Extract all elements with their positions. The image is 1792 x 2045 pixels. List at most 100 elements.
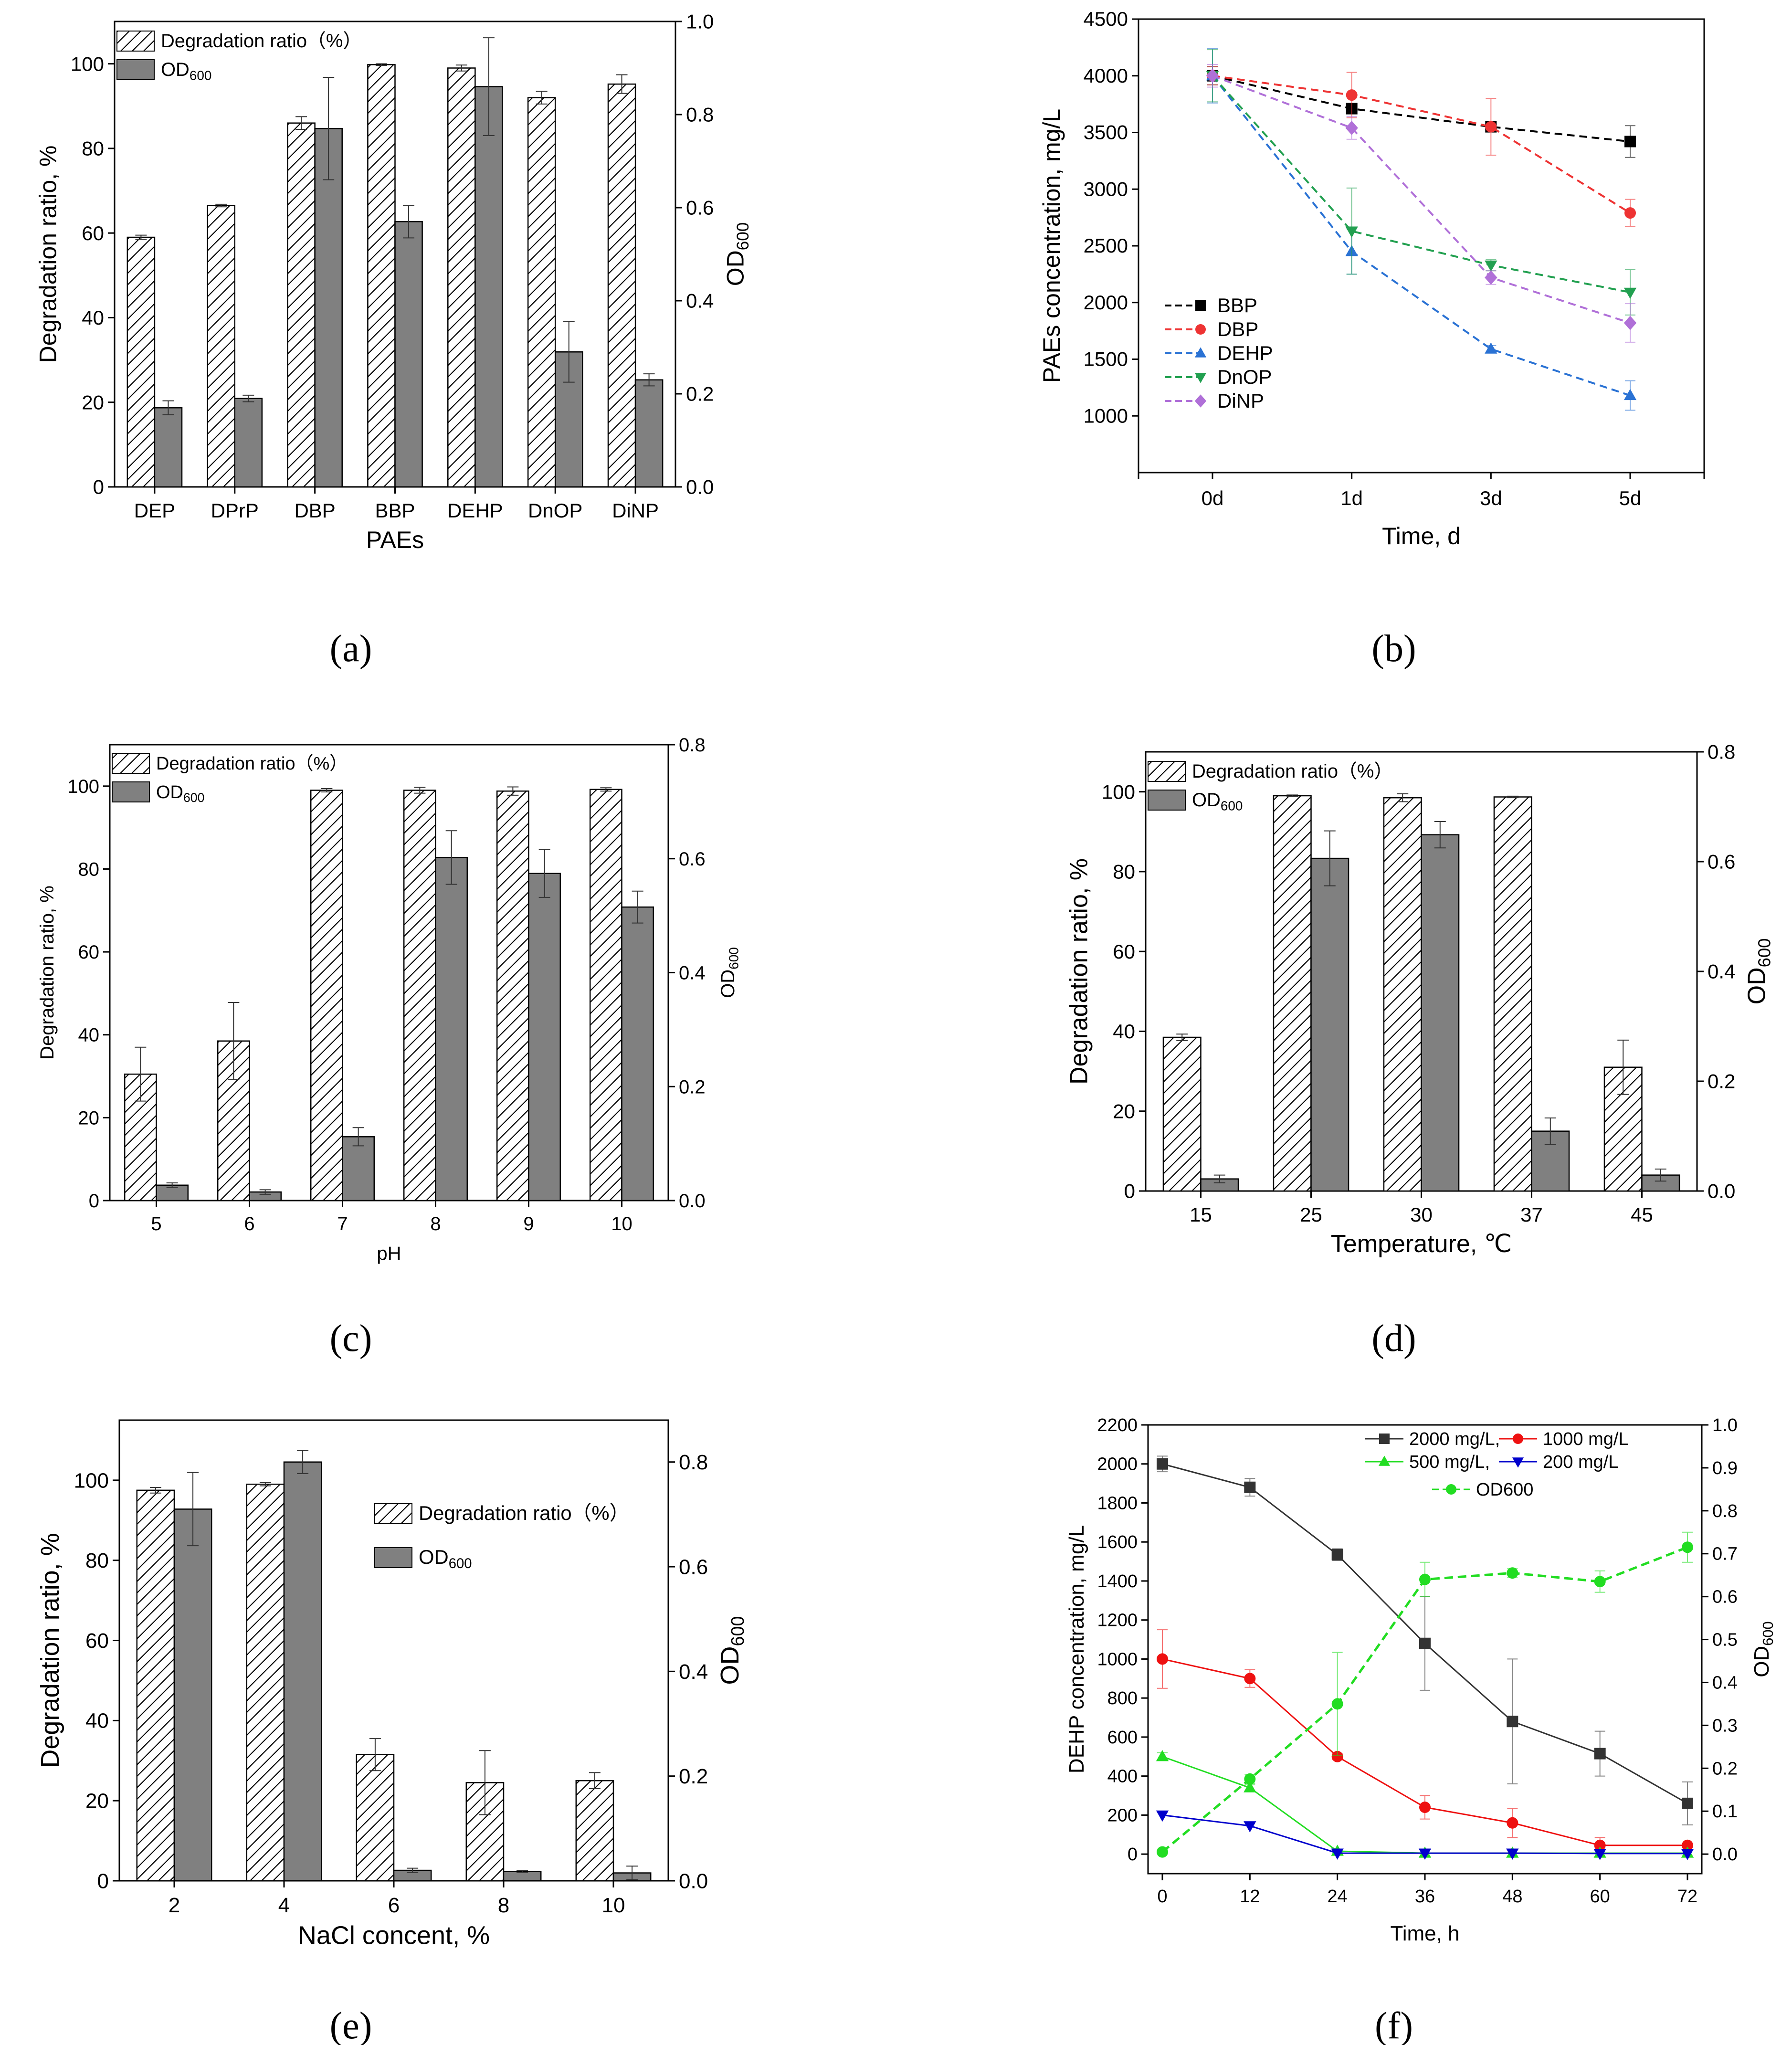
y-tick-label: 0 [89,1191,99,1212]
panel-c: 0 20 40 60 80 100 0.0 0.2 0.4 0.6 0.8 5 6 7 8 9 10 pH Degr… [37,735,741,1264]
legend-label-od600: OD600 [161,59,211,83]
error-bar [1176,1033,1188,1041]
data-point [1244,1673,1256,1685]
error-bar [162,400,174,415]
error-bar [632,890,643,924]
y-axis-label: Degradation ratio, % [1065,858,1093,1085]
x-axis-label: Time, h [1390,1922,1459,1945]
y-tick-label: 800 [1107,1688,1138,1708]
data-point [1682,1839,1693,1851]
degradation-bar [1273,795,1312,1192]
data-point [1331,1549,1343,1560]
x-tick-label: 10 [602,1894,625,1917]
y2-tick-label: 0.0 [1708,1180,1735,1202]
x-tick-label: 25 [1300,1203,1322,1226]
error-bar [295,116,307,130]
legend-label: 1000 mg/L [1543,1429,1629,1449]
data-point [1244,1481,1256,1493]
data-point [1157,1846,1168,1858]
y-tick-label: 4500 [1084,8,1128,30]
error-bar [563,321,575,383]
error-bar [407,1867,419,1873]
y2-axis-label: OD600 [1750,1621,1776,1677]
y-tick-label: 60 [82,222,104,244]
y-tick-label: 2000 [1084,291,1128,314]
od600-bar [154,407,183,488]
x-tick-label: 9 [523,1213,534,1234]
y-tick-label: 80 [82,137,104,160]
y2-tick-label: 0.3 [1712,1716,1738,1736]
error-bar [1434,821,1446,849]
x-tick-label: 10 [611,1213,632,1234]
x-tick-label: DPrP [211,499,259,522]
degradation-bar [575,1780,614,1882]
error-bar [616,74,628,94]
y-tick-label: 0 [1128,1845,1138,1865]
plot-frame [109,744,669,1202]
x-tick-label: 60 [1590,1887,1610,1907]
panel-a: 0 20 40 60 80 100 0.0 0.2 0.4 0.6 0.8 1.0 DEP DPrP DBP… [35,11,752,553]
y-tick-label: 0 [1124,1180,1135,1202]
data-point [1681,1849,1694,1860]
degradation-bar [217,1040,250,1202]
legend-label-degradation: Degradation ratio（%） [156,754,348,774]
x-tick-label: 4 [278,1894,290,1917]
legend-label-dehp: DEHP [1217,342,1273,364]
y-tick-label: 100 [71,53,104,75]
error-bar [228,1002,240,1080]
data-point [1331,1750,1343,1762]
od600-bar [234,398,263,488]
x-tick-label: 45 [1631,1203,1653,1226]
error-bar [536,91,548,105]
degradation-bar [403,790,436,1202]
error-bar [483,37,495,136]
x-axis-label: PAEs [366,527,424,553]
panel-label-a: (a) [330,628,372,670]
data-point [1157,1458,1168,1470]
y2-tick-label: 0.8 [679,1451,708,1474]
degradation-bar [1383,797,1422,1192]
y2-tick-label: 0.5 [1712,1630,1738,1650]
data-point [1507,1817,1518,1829]
y-axis-label: Degradation ratio, % [37,885,58,1060]
y2-tick-label: 0.6 [679,1555,708,1579]
x-tick-label: 5d [1619,487,1642,509]
degradation-bar [126,236,156,488]
y-tick-label: 200 [1107,1805,1138,1825]
error-bar [403,205,415,239]
error-bar [600,787,612,792]
y2-tick-label: 0.2 [1708,1070,1735,1093]
x-tick-label: 8 [498,1894,509,1917]
error-bar [1286,794,1298,797]
error-bar [1507,795,1519,799]
data-point-dehp [1485,342,1497,354]
y2-tick-label: 0.6 [679,849,706,870]
legend-swatch-degradation [374,1503,412,1524]
y-axis-label: Degradation ratio, % [35,146,62,363]
y-axis-label: Degradation ratio, % [36,1533,64,1768]
data-point [1331,1698,1343,1710]
y-axis-label: PAEs concentration, mg/L [1038,109,1065,383]
x-tick-label: 37 [1520,1203,1543,1226]
legend-marker [1446,1484,1456,1495]
legend-swatch-degradation [116,31,155,52]
legend-swatch-od600 [112,781,150,802]
error-bar [1544,1117,1556,1145]
y-tick-label: 40 [85,1709,109,1733]
x-tick-label: 36 [1415,1887,1435,1907]
y2-tick-label: 0.2 [1712,1759,1738,1779]
data-point [1507,1716,1518,1728]
legend-marker [1195,324,1206,335]
data-point [1419,1573,1431,1585]
y2-axis-label: OD600 [1743,938,1774,1005]
y-tick-label: 60 [78,942,100,963]
error-bar [455,64,467,72]
legend-label-degradation: Degradation ratio（%） [161,31,362,52]
od600-bar [1310,857,1349,1192]
x-tick-label: 48 [1502,1887,1522,1907]
x-tick-label: 7 [337,1213,348,1234]
data-point-dinp [1345,121,1358,135]
error-bar [166,1182,178,1188]
data-point [1156,1750,1169,1761]
